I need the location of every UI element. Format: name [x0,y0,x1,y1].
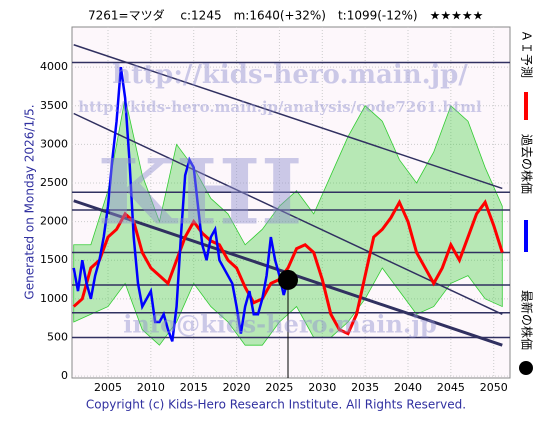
legend-label: ＡＩ予測 [520,30,534,78]
x-tick-label: 2035 [351,381,379,394]
x-tick-label: 2020 [223,381,251,394]
series-line [72,66,290,342]
x-tick-label: 2030 [308,381,336,394]
legend-label: 過去の株価 [520,134,535,194]
watermark: http://kids-hero.main.jp/analysis/code72… [78,98,482,116]
x-tick-label: 2050 [480,381,508,394]
watermark: info@kids-hero.main.jp [123,310,437,339]
y-tick-label: 3000 [40,137,68,150]
plot [72,27,510,378]
y-tick-label: 0 [61,369,68,382]
y-tick-label: 1500 [40,253,68,266]
generated-note: Generated on Monday 2026/1/5. [23,104,37,299]
y-tick-label: 2000 [40,215,68,228]
x-tick-label: 2040 [394,381,422,394]
x-tick-label: 2015 [180,381,208,394]
x-tick-label: 2010 [137,381,165,394]
watermark: http://kids-hero.main.jp/ [112,60,468,90]
x-tick-label: 2045 [437,381,465,394]
prediction-band [73,97,503,346]
legend-label: 最新の株価 [520,290,535,350]
y-tick-label: 1000 [40,292,68,305]
watermark: KHI [97,140,302,246]
plot-area [71,26,511,379]
x-tick-label: 2025 [265,381,293,394]
chart-title: 7261=マツダ c:1245 m:1640(+32%) t:1099(-12%… [88,8,483,23]
legend-swatch [519,361,533,375]
series-line [72,198,504,336]
x-tick-label: 2005 [94,381,122,394]
y-tick-label: 500 [47,330,68,343]
latest-point [278,269,298,290]
trend-line [73,44,503,190]
y-tick-label: 3500 [40,99,68,112]
copyright: Copyright (c) Kids-Hero Research Institu… [86,398,466,412]
y-tick-label: 4000 [40,60,68,73]
y-tick-label: 2500 [40,176,68,189]
